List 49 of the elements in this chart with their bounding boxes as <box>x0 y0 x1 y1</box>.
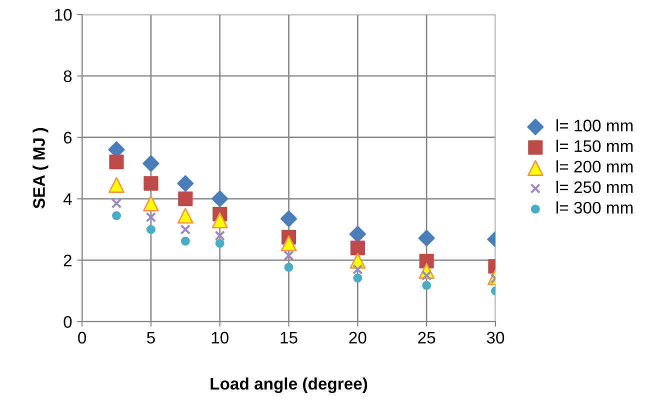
point <box>112 211 121 220</box>
point <box>177 208 194 224</box>
y-tick-label: 8 <box>64 70 72 82</box>
x-tick-label: 5 <box>146 332 155 344</box>
legend-label: l= 150 mm <box>556 140 633 152</box>
point <box>212 190 228 208</box>
point <box>108 176 124 193</box>
point <box>422 280 432 290</box>
y-axis-title: SEA ( MJ ) <box>32 128 48 208</box>
point <box>180 236 190 246</box>
x-tick-label: 20 <box>349 332 366 344</box>
x-axis-title: Load angle (degree) <box>210 377 368 394</box>
point <box>352 264 363 275</box>
point <box>144 176 158 191</box>
point <box>142 195 159 212</box>
x-tick-label: 0 <box>78 332 86 344</box>
point <box>418 230 435 246</box>
legend-label: l= 250 mm <box>556 180 633 194</box>
x-tick-label: 10 <box>212 332 228 344</box>
x-tick-label: 30 <box>486 332 504 344</box>
point <box>109 154 124 170</box>
point <box>284 250 294 261</box>
point <box>142 155 160 172</box>
point <box>280 210 298 228</box>
point <box>350 240 365 256</box>
x-tick-label: 15 <box>280 332 298 344</box>
point <box>146 212 156 222</box>
point <box>353 274 362 283</box>
point <box>215 238 224 248</box>
y-tick-label: 6 <box>64 132 72 144</box>
x-tick-label: 25 <box>418 332 436 344</box>
point <box>280 235 297 252</box>
point <box>349 226 366 242</box>
legend-label: l= 100 mm <box>556 119 633 132</box>
y-tick-label: 0 <box>64 316 72 328</box>
y-tick-label: 4 <box>63 193 72 205</box>
point <box>284 262 294 272</box>
point <box>212 212 228 228</box>
y-tick-label: 10 <box>55 8 72 21</box>
point <box>111 198 122 209</box>
point <box>180 224 191 235</box>
point <box>177 175 194 192</box>
point <box>146 224 156 234</box>
point <box>419 254 434 268</box>
y-tick-label: 2 <box>64 254 72 266</box>
legend-label: l= 200 mm <box>556 160 633 173</box>
point <box>178 192 193 206</box>
point <box>214 230 226 241</box>
legend-label: l= 300 mm <box>556 201 633 214</box>
